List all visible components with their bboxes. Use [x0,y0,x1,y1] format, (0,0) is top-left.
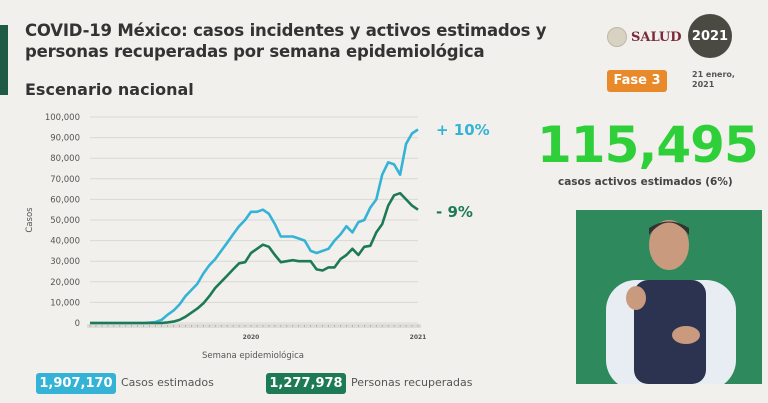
title-line-2: personas recuperadas por semana epidemio… [25,42,485,61]
interpreter-figure [606,220,736,384]
recovered-change-label: - 9% [436,203,473,221]
salud-logo-text: SALUD [631,29,682,45]
title-line-1: COVID-19 México: casos incidentes y acti… [25,21,547,40]
y-tick-label: 90,000 [50,134,80,144]
line-chart: 0 10,000 20,000 30,000 40,000 50,000 60,000 70,… [25,113,427,361]
seal-icon [607,27,627,47]
y-axis-title: Casos [25,207,35,233]
x-year-label: 2020 [243,334,260,341]
y-tick-label: 20,000 [50,278,80,288]
y-tick-label: 60,000 [50,195,80,205]
x-year-label: 2021 [410,334,427,341]
salud-logo: SALUD [607,27,682,47]
y-tick-label: 40,000 [50,237,80,247]
date-line-1: 21 enero, [692,70,735,79]
page-title: COVID-19 México: casos incidentes y acti… [25,20,547,62]
y-tick-label: 50,000 [50,216,80,226]
cases-change-label: + 10% [436,121,490,139]
recovered-total-badge: 1,277,978 [266,373,346,394]
active-cases-label: casos activos estimados (6%) [558,176,733,188]
phase-badge: Fase 3 [607,70,667,92]
cases-legend-label: Casos estimados [121,376,214,389]
y-tick-label: 30,000 [50,257,80,267]
recovered-series-line [90,191,419,325]
logo-2021: 2021 [688,14,732,58]
y-tick-label: 0 [75,319,80,329]
y-tick-label: 70,000 [50,175,80,185]
y-tick-label: 10,000 [50,298,80,308]
report-date: 21 enero, 2021 [692,70,742,90]
active-cases-value: 115,495 [537,116,759,174]
sign-language-interpreter-video [576,210,762,384]
y-tick-label: 100,000 [45,113,80,123]
accent-bar [0,25,8,95]
x-axis-band [87,324,421,328]
recovered-legend-label: Personas recuperadas [351,376,473,389]
scenario-subtitle: Escenario nacional [25,80,194,99]
date-line-2: 2021 [692,80,715,89]
x-axis-title: Semana epidemiológica [202,350,304,361]
cases-total-badge: 1,907,170 [36,373,116,394]
y-tick-label: 80,000 [50,154,80,164]
